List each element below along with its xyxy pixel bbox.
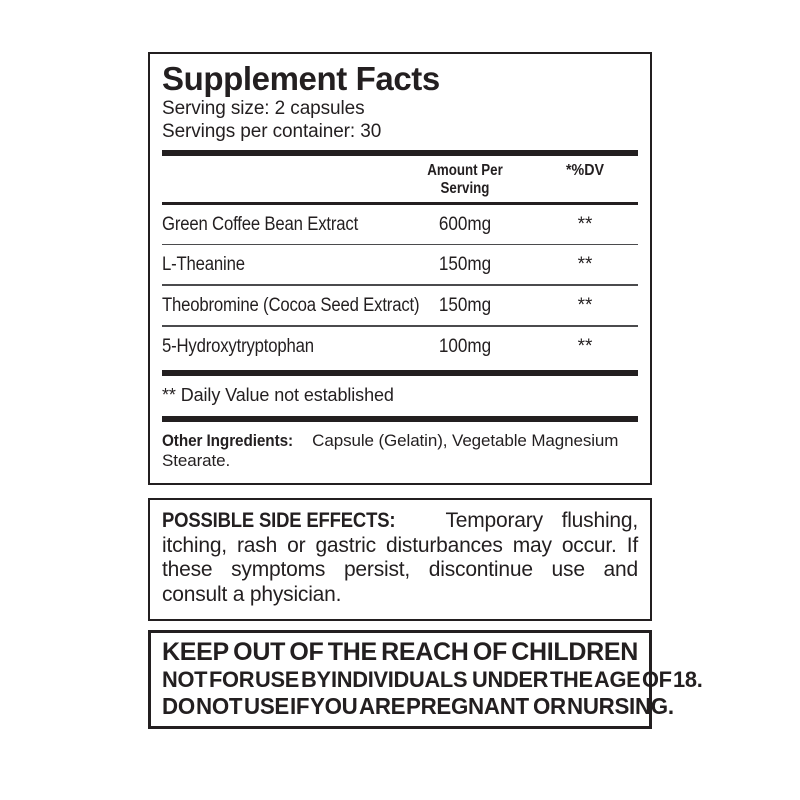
- ingredients-table: 5-Hydroxytryptophan 100mg **: [162, 327, 640, 366]
- column-header-amount: Amount Per Serving: [427, 161, 503, 197]
- ingredient-dv: **: [577, 254, 593, 276]
- divider-thick-top: [162, 149, 638, 156]
- other-ingredients-label: Other Ingredients:: [162, 430, 294, 450]
- ingredient-name: Green Coffee Bean Extract: [162, 213, 359, 235]
- table-row: L-Theanine 150mg **: [162, 245, 640, 284]
- divider-thick-after-ingredients: [162, 369, 638, 376]
- supplement-label: Supplement Facts Serving size: 2 capsule…: [148, 52, 703, 730]
- row-separator: [162, 243, 638, 246]
- ingredients-table: L-Theanine 150mg **: [162, 245, 640, 284]
- other-ingredients-body: Capsule (Gelatin), Vegetable Magnesium S…: [162, 430, 619, 470]
- divider-thick-before-other: [162, 415, 638, 422]
- ingredient-dv: **: [577, 335, 593, 357]
- servings-per-container-text: Servings per container: 30: [162, 120, 382, 142]
- nutrition-table: Amount Per Serving *%DV: [162, 156, 640, 202]
- ingredient-amount: 150mg: [438, 254, 492, 276]
- ingredient-name: L-Theanine: [162, 254, 245, 276]
- table-header-row: Amount Per Serving *%DV: [162, 156, 640, 202]
- ingredient-name: 5-Hydroxytryptophan: [162, 335, 314, 357]
- table-row: 5-Hydroxytryptophan 100mg **: [162, 327, 640, 366]
- warning-line-1: KEEP OUT OF THE REACH OF CHILDREN: [162, 637, 638, 666]
- ingredient-name: Theobromine (Cocoa Seed Extract): [162, 294, 420, 316]
- possible-side-effects-panel: POSSIBLE SIDE EFFECTS: Temporary flushin…: [148, 498, 652, 621]
- side-effects-text: POSSIBLE SIDE EFFECTS: Temporary flushin…: [162, 509, 638, 607]
- divider-under-header: [162, 201, 638, 205]
- warning-line-2: NOT FOR USE BY INDIVIDUALS UNDER THE AGE OF 18.: [162, 666, 703, 692]
- serving-size-text: Serving size: 2 capsules: [162, 98, 365, 120]
- row-separator: [162, 284, 638, 286]
- ingredient-dv: **: [577, 213, 593, 235]
- ingredient-dv: **: [577, 294, 593, 316]
- ingredient-amount: 100mg: [438, 335, 492, 357]
- column-header-name: [162, 156, 400, 202]
- table-row: Green Coffee Bean Extract 600mg **: [162, 205, 640, 244]
- warning-line-3: DO NOT USE IF YOU ARE PREGNANT OR NURSING.: [162, 692, 674, 719]
- ingredient-amount: 150mg: [438, 294, 492, 316]
- column-header-dv: *%DV: [565, 161, 605, 179]
- other-ingredients-text: Other Ingredients: Capsule (Gelatin), Ve…: [162, 422, 638, 474]
- row-separator: [162, 324, 638, 327]
- table-row: Theobromine (Cocoa Seed Extract) 150mg *…: [162, 286, 640, 325]
- ingredients-table: Theobromine (Cocoa Seed Extract) 150mg *…: [162, 286, 640, 325]
- page-title: Supplement Facts: [162, 60, 440, 97]
- ingredients-table: Green Coffee Bean Extract 600mg **: [162, 205, 640, 244]
- daily-value-footnote: ** Daily Value not established: [162, 384, 394, 405]
- supplement-facts-panel: Supplement Facts Serving size: 2 capsule…: [148, 52, 652, 486]
- ingredient-amount: 600mg: [438, 213, 492, 235]
- side-effects-body: Temporary flushing, itching, rash or gas…: [162, 509, 638, 606]
- warning-panel: KEEP OUT OF THE REACH OF CHILDREN NOT FOR USE BY I…: [148, 629, 703, 730]
- side-effects-label: POSSIBLE SIDE EFFECTS:: [162, 509, 396, 533]
